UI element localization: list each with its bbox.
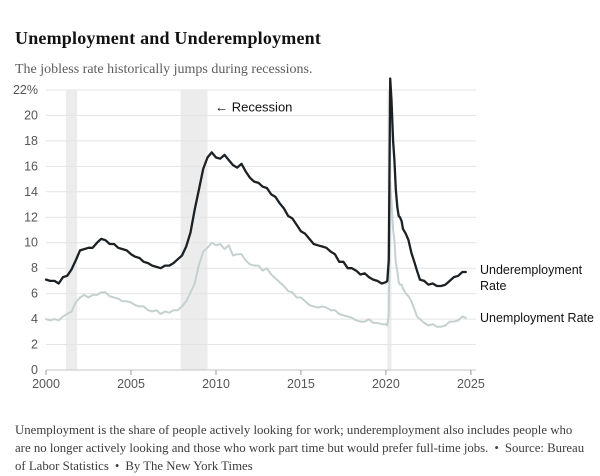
x-axis-tick-label: 2015 bbox=[287, 377, 315, 391]
y-axis-tick-label: 4 bbox=[31, 312, 38, 326]
chart-footnote: Unemployment is the share of people acti… bbox=[15, 422, 589, 476]
source-credit: Source: Bureau of Labor Statistics bbox=[15, 440, 585, 473]
x-axis-tick-label: 2010 bbox=[202, 377, 230, 391]
y-axis-tick-label: 10 bbox=[24, 236, 38, 250]
y-axis-tick-label: 20 bbox=[24, 109, 38, 123]
unemployment-rate-label: Unemployment Rate bbox=[480, 311, 594, 325]
y-axis-tick-label: 8 bbox=[31, 261, 38, 275]
series-line-unemployment bbox=[45, 181, 467, 328]
byline: By The New York Times bbox=[125, 458, 253, 473]
y-axis-tick-label: 6 bbox=[31, 287, 38, 301]
x-axis-tick-label: 2005 bbox=[117, 377, 145, 391]
recession-band bbox=[65, 90, 78, 370]
y-axis-tick-label: 16 bbox=[24, 159, 38, 173]
page-title: Unemployment and Underemployment bbox=[15, 28, 322, 49]
y-axis-tick-label: 14 bbox=[24, 185, 38, 199]
y-axis-tick-label: 22% bbox=[13, 83, 38, 97]
recession-annotation: ← Recession bbox=[215, 100, 292, 115]
footnote-text: Unemployment is the share of people acti… bbox=[15, 422, 573, 455]
y-axis-tick-label: 0 bbox=[31, 363, 38, 377]
y-axis-tick-label: 12 bbox=[24, 210, 38, 224]
bullet-separator: • bbox=[494, 440, 499, 455]
x-axis-tick-label: 2020 bbox=[372, 377, 400, 391]
y-axis-tick-label: 18 bbox=[24, 134, 38, 148]
underemployment-rate-label: Underemployment Rate bbox=[480, 263, 583, 294]
jobless-rate-chart: 0 2 4 6 8 10 12 14 16 18 20 22% 2000 2005 2010 2015 2020… bbox=[13, 77, 485, 391]
chart-subtitle: The jobless rate historically jumps duri… bbox=[15, 62, 313, 77]
recession-band bbox=[180, 90, 208, 370]
x-axis-tick-label: 2025 bbox=[457, 377, 485, 391]
bullet-separator: • bbox=[114, 458, 120, 473]
y-axis-tick-label: 2 bbox=[31, 338, 38, 352]
series-line-underemployment bbox=[44, 77, 467, 288]
x-axis-tick-label: 2000 bbox=[32, 377, 60, 391]
